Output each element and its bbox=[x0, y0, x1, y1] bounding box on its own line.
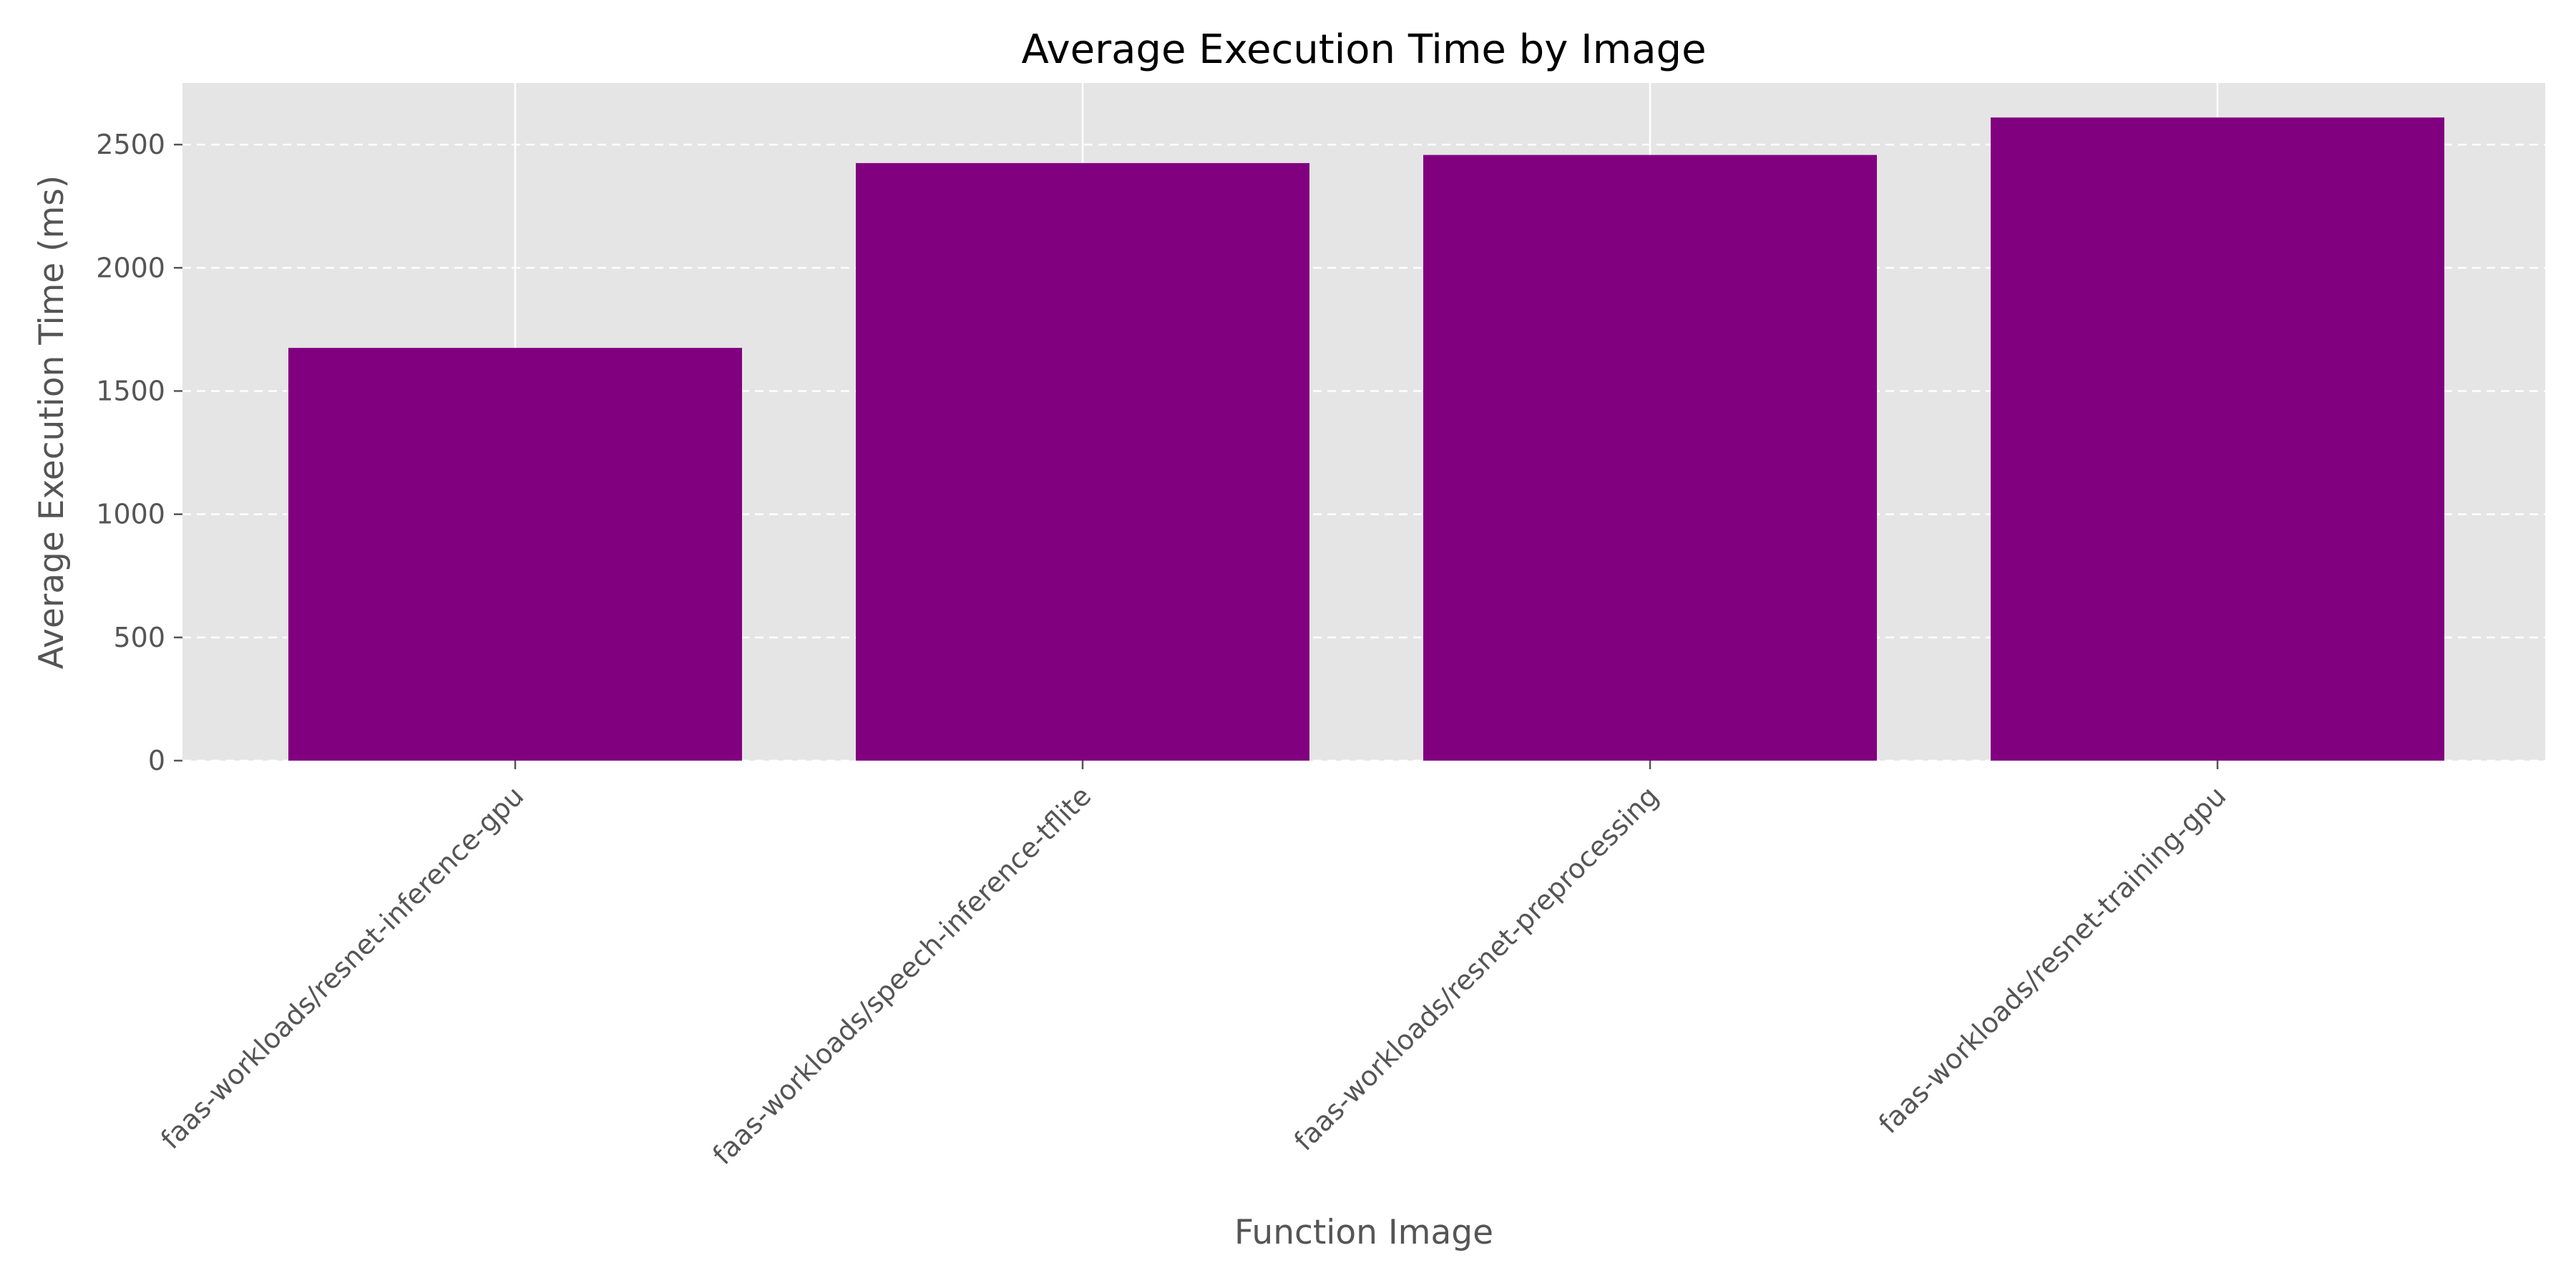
y-axis-label: Average Execution Time (ms) bbox=[32, 175, 72, 669]
y-tick-label: 0 bbox=[148, 745, 165, 776]
bar bbox=[288, 348, 742, 761]
y-axis-ticks: 0 500 1000 1500 2000 2500 bbox=[96, 129, 182, 776]
x-tick-label: faas-workloads/resnet-training-gpu bbox=[1873, 780, 2232, 1139]
bar bbox=[856, 162, 1309, 761]
y-tick-label: 2000 bbox=[96, 252, 165, 283]
chart-title: Average Execution Time by Image bbox=[1021, 26, 1706, 73]
x-tick-label: faas-workloads/resnet-inference-gpu bbox=[155, 780, 530, 1155]
bar-layer bbox=[288, 117, 2444, 761]
x-axis-ticks: faas-workloads/resnet-inference-gpu faas-… bbox=[155, 761, 2232, 1171]
y-tick-label: 1000 bbox=[96, 499, 165, 530]
x-tick-label: faas-workloads/resnet-preprocessing bbox=[1288, 780, 1664, 1156]
bar bbox=[1991, 117, 2444, 761]
bar bbox=[1423, 155, 1877, 761]
x-axis-label: Function Image bbox=[1234, 1213, 1493, 1252]
y-tick-label: 2500 bbox=[96, 129, 165, 160]
y-tick-label: 1500 bbox=[96, 375, 165, 406]
y-tick-label: 500 bbox=[113, 622, 165, 653]
x-tick-label: faas-workloads/speech-inference-tflite bbox=[707, 780, 1098, 1171]
